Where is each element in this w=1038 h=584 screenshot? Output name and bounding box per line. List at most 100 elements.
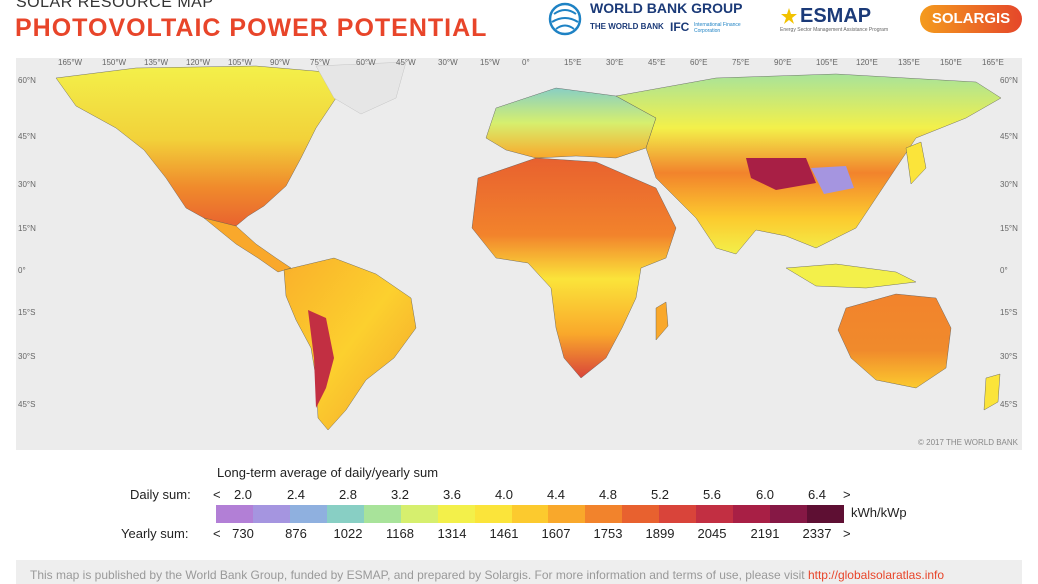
longitude-label: 45°W [396,58,416,67]
longitude-label: 135°E [898,58,920,67]
world-map-canvas [55,61,1002,431]
australia-region [837,293,952,389]
colorbar-swatch [289,505,327,523]
latitude-label: 30°S [1000,352,1018,361]
daily-tick: 4.0 [494,487,514,502]
yearly-tick: 1314 [437,526,467,541]
europe-region [485,87,657,159]
longitude-label: 120°W [186,58,211,67]
colorbar-swatch [474,505,512,523]
north-america-region [55,65,337,229]
daily-lt-symbol: < [213,487,221,502]
map-kicker: SOLAR RESOURCE MAP [16,0,214,11]
latitude-label: 15°N [18,224,36,233]
world-bank-logo: THE WORLD BANK [590,22,664,31]
solargis-logo: SOLARGIS [920,5,1022,33]
daily-tick: 2.4 [286,487,306,502]
longitude-label: 165°E [982,58,1004,67]
longitude-label: 75°E [732,58,750,67]
latitude-label: 0° [1000,266,1008,275]
longitude-label: 105°E [816,58,838,67]
longitude-label: 30°E [606,58,624,67]
new-zealand-region [983,373,1001,411]
yearly-lt-symbol: < [213,526,221,541]
longitude-label: 75°W [310,58,330,67]
legend-unit: kWh/kWp [851,505,907,520]
colorbar-swatch [511,505,549,523]
colorbar-swatch [659,505,697,523]
longitude-label: 0° [522,58,530,67]
colorbar-swatch [216,505,253,523]
longitude-label: 135°W [144,58,169,67]
esmap-name: ESMAP [800,5,872,27]
latitude-label: 30°S [18,352,36,361]
colorbar-swatch [807,505,844,523]
colorbar-swatch [622,505,660,523]
esmap-logo: ESMAP Energy Sector Management Assistanc… [780,5,890,37]
tibet-region [746,158,816,190]
colorbar-swatch [733,505,771,523]
world-bank-group-logo: WORLD BANK GROUP [590,0,743,16]
yearly-tick: 1753 [593,526,623,541]
colorbar-swatch [770,505,807,523]
daily-tick: 2.0 [233,487,253,502]
daily-tick: 5.6 [702,487,722,502]
map-title: PHOTOVOLTAIC POWER POTENTIAL [15,14,488,42]
latitude-label: 15°S [1000,308,1018,317]
legend-colorbar [216,505,844,523]
indonesia-region [785,263,917,289]
yearly-sum-label: Yearly sum: [121,526,189,541]
footer-link[interactable]: http://globalsolaratlas.info [807,568,945,582]
longitude-label: 45°E [648,58,666,67]
ifc-logo: IFC [670,20,690,34]
ifc-subtitle: International Finance Corporation [694,22,741,34]
colorbar-swatch [363,505,401,523]
yearly-tick: 1899 [645,526,675,541]
longitude-label: 105°W [228,58,253,67]
greenland-region [315,61,407,115]
yearly-tick: 1022 [333,526,363,541]
madagascar-region [655,301,669,341]
latitude-label: 60°N [18,76,36,85]
latitude-label: 45°N [18,132,36,141]
footer-text: This map is published by the World Bank … [30,568,808,582]
longitude-label: 165°W [58,58,83,67]
esmap-star-icon [781,8,797,24]
daily-tick: 3.6 [442,487,462,502]
longitude-label: 30°W [438,58,458,67]
asia-region [615,73,1002,255]
daily-sum-label: Daily sum: [130,487,191,502]
yearly-tick: 876 [285,526,307,541]
colorbar-swatch [437,505,475,523]
africa-region [471,157,677,379]
latitude-label: 30°N [18,180,36,189]
latitude-label: 15°S [18,308,36,317]
yearly-tick: 2191 [750,526,780,541]
longitude-label: 120°E [856,58,878,67]
latitude-label: 45°S [1000,400,1018,409]
latitude-label: 45°N [1000,132,1018,141]
yearly-tick: 2045 [697,526,727,541]
logos-bar: WORLD BANK GROUP THE WORLD BANK IFC Inte… [548,0,1028,44]
daily-tick: 3.2 [390,487,410,502]
sichuan-region [811,166,854,194]
footer-note: This map is published by the World Bank … [16,560,1022,584]
colorbar-swatch [400,505,438,523]
world-bank-globe-icon [548,2,582,36]
longitude-label: 15°E [564,58,582,67]
yearly-tick: 2337 [802,526,832,541]
colorbar-swatch [252,505,290,523]
daily-tick: 6.4 [807,487,827,502]
colorbar-swatch [548,505,586,523]
yearly-gt-symbol: > [843,526,851,541]
legend-title: Long-term average of daily/yearly sum [217,465,439,480]
daily-tick: 4.8 [598,487,618,502]
andes-region [308,310,334,408]
daily-tick: 6.0 [755,487,775,502]
daily-tick: 2.8 [338,487,358,502]
latitude-label: 0° [18,266,26,275]
longitude-label: 15°W [480,58,500,67]
yearly-tick: 1607 [541,526,571,541]
world-map: 165°W 150°W 135°W 120°W 105°W 90°W 75°W … [16,58,1022,450]
south-america-region [283,257,417,431]
